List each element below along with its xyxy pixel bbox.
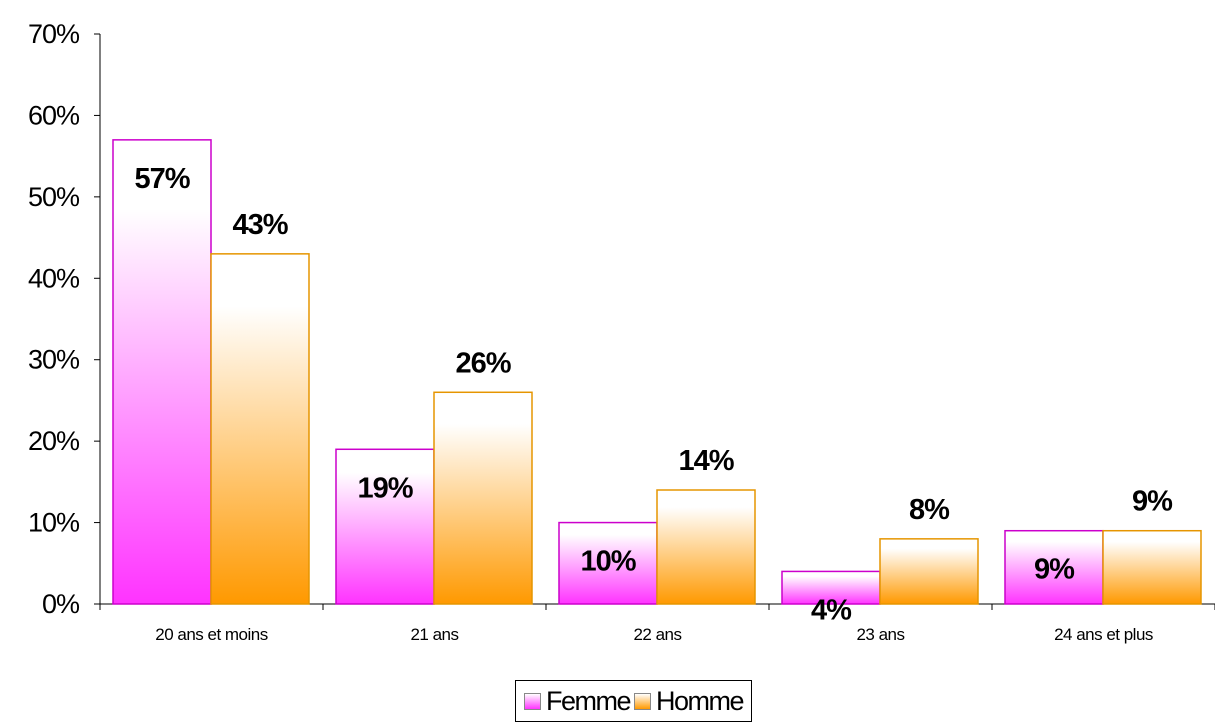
- x-tick-label: 20 ans et moins: [155, 625, 268, 644]
- bar-femme-1: [112, 139, 212, 605]
- data-label-homme-1: 43%: [232, 209, 288, 241]
- y-tick-label: 40%: [28, 263, 80, 293]
- x-tick-label: 21 ans: [410, 625, 458, 644]
- data-labels: 57% 19% 10% 4% 9% 43% 26% 14% 8% 9%: [134, 163, 1174, 627]
- bar-homme-1: [210, 253, 310, 605]
- legend-item-homme: Homme: [634, 685, 745, 717]
- data-label-femme-3: 10%: [580, 546, 636, 578]
- bar-homme-5: [1102, 529, 1202, 605]
- data-label-homme-3: 14%: [678, 445, 734, 477]
- y-tick-label: 70%: [28, 19, 80, 49]
- bar-femme-4: [781, 570, 881, 605]
- data-label-femme-5: 9%: [1034, 554, 1075, 586]
- x-tick-label: 23 ans: [856, 625, 904, 644]
- x-tick-label: 24 ans et plus: [1054, 625, 1153, 644]
- data-label-femme-2: 19%: [357, 472, 413, 504]
- bar-homme-3: [656, 489, 756, 605]
- data-label-femme-4: 4%: [811, 594, 852, 626]
- y-tick-label: 20%: [28, 426, 80, 456]
- legend-label-femme: Femme: [546, 685, 632, 716]
- y-tick-label: 30%: [28, 345, 80, 375]
- y-tick-label: 50%: [28, 182, 80, 212]
- data-label-homme-2: 26%: [455, 347, 511, 379]
- data-label-homme-5: 9%: [1132, 486, 1173, 518]
- y-tick-label: 60%: [28, 100, 80, 130]
- bar-chart: 0% 10% 20% 30% 40% 50% 60% 70% 20 ans et moins 21…: [28, 19, 1215, 644]
- bar-homme-2: [433, 391, 533, 605]
- bars: [112, 139, 1202, 605]
- legend-item-femme: Femme: [524, 685, 632, 717]
- legend: Femme Homme: [515, 680, 753, 722]
- axes: 0% 10% 20% 30% 40% 50% 60% 70% 20 ans et moins 21…: [28, 19, 1215, 644]
- x-tick-label: 22 ans: [633, 625, 681, 644]
- legend-label-homme: Homme: [656, 685, 745, 716]
- data-label-homme-4: 8%: [909, 494, 950, 526]
- data-label-femme-1: 57%: [134, 163, 190, 195]
- legend-swatch-homme: [634, 692, 652, 710]
- y-tick-label: 10%: [28, 508, 80, 538]
- bar-homme-4: [879, 538, 979, 605]
- y-tick-label: 0%: [42, 589, 80, 619]
- bar-femme-2: [335, 448, 435, 605]
- legend-swatch-femme: [524, 692, 541, 710]
- bar-femme-3: [558, 521, 658, 605]
